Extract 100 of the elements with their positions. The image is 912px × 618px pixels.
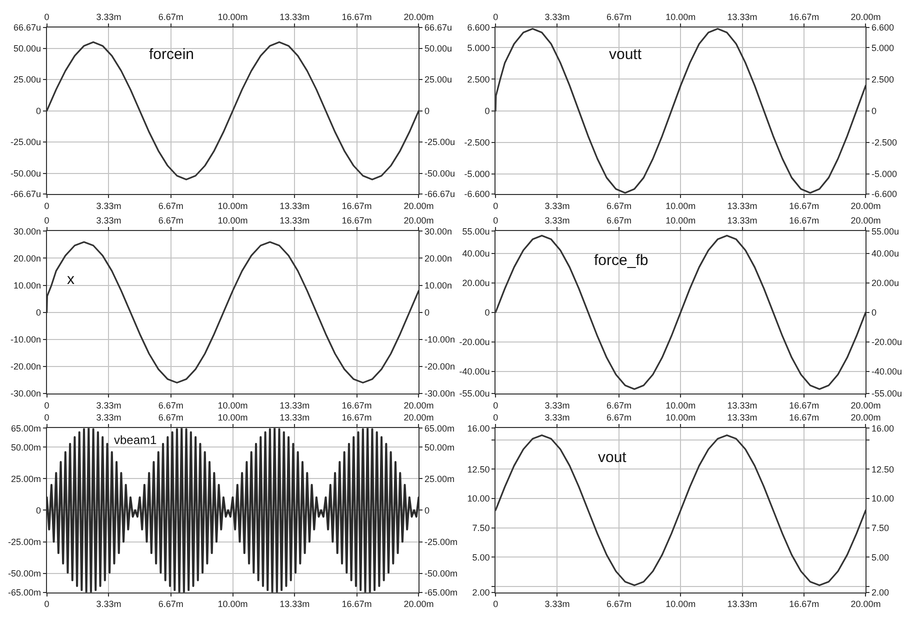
y2-tick-label: 6.600: [872, 22, 894, 33]
y2-tick-label: -6.600: [872, 189, 898, 200]
x2-tick-label: 6.67m: [606, 200, 632, 211]
x2-tick-label: 0: [493, 400, 498, 410]
x-tick-label: 10.00m: [666, 12, 696, 22]
x2-tick-label: 6.67m: [158, 599, 184, 610]
y2-tick-label: 10.00n: [424, 280, 452, 290]
x2-tick-label: 10.00m: [666, 400, 696, 410]
y-tick-label: -20.00n: [10, 362, 42, 372]
x-tick-label: 20.00m: [850, 216, 881, 226]
x2-tick-label: 20.00m: [404, 200, 434, 211]
x-tick-label: 3.33m: [96, 216, 122, 226]
x-tick-label: 6.67m: [606, 412, 632, 423]
y2-tick-label: -5.000: [872, 169, 898, 180]
y2-tick-label: 66.67u: [424, 22, 452, 33]
x2-tick-label: 6.67m: [158, 200, 184, 211]
x-tick-label: 0: [493, 12, 498, 22]
y2-tick-label: -55.00u: [872, 388, 902, 399]
y2-tick-label: -50.00m: [424, 568, 458, 579]
y-tick-label: 12.50: [467, 464, 490, 474]
y2-tick-label: 16.00: [872, 423, 894, 434]
x2-tick-label: 3.33m: [544, 400, 570, 410]
x-tick-label: 20.00m: [850, 12, 881, 22]
x2-tick-label: 6.67m: [606, 599, 632, 610]
x2-tick-label: 13.33m: [280, 400, 310, 410]
x2-tick-label: 3.33m: [544, 599, 570, 610]
x-tick-label: 3.33m: [96, 412, 122, 423]
y2-tick-label: 20.00n: [424, 253, 452, 264]
x2-tick-label: 16.67m: [342, 200, 372, 211]
x2-tick-label: 13.33m: [280, 200, 310, 211]
x-tick-label: 3.33m: [544, 216, 570, 226]
x-tick-label: 0: [493, 216, 498, 226]
y-tick-label: 16.00: [467, 423, 490, 434]
y-tick-label: 50.00m: [10, 442, 42, 452]
x2-tick-label: 6.67m: [158, 400, 184, 410]
y-tick-label: 65.00m: [10, 423, 42, 434]
x2-tick-label: 10.00m: [218, 400, 248, 410]
y2-tick-label: 50.00m: [424, 442, 455, 452]
y-tick-label: -30.00n: [10, 388, 42, 399]
y-tick-label: 50.00u: [13, 43, 42, 54]
y-tick-label: -65.00m: [8, 587, 42, 598]
y-tick-label: -55.00u: [459, 388, 490, 399]
x-tick-label: 0: [493, 412, 498, 423]
x-tick-label: 16.67m: [342, 216, 372, 226]
y-tick-label: -40.00u: [459, 366, 490, 377]
x2-tick-label: 16.67m: [789, 599, 820, 610]
x2-tick-label: 3.33m: [96, 400, 122, 410]
x2-tick-label: 20.00m: [404, 400, 434, 410]
series-label: forcein: [149, 46, 194, 63]
y-tick-label: 10.00: [467, 494, 490, 504]
x-tick-label: 16.67m: [342, 12, 372, 22]
y-tick-label: 0: [484, 307, 490, 318]
x-tick-label: 6.67m: [158, 412, 184, 423]
y-tick-label: 25.00u: [13, 74, 42, 85]
x2-tick-label: 0: [44, 599, 50, 610]
y2-tick-label: -2.500: [872, 137, 898, 148]
x-tick-label: 0: [44, 216, 50, 226]
x-tick-label: 0: [44, 412, 50, 423]
y-tick-label: -50.00u: [10, 168, 42, 178]
y-tick-label: -20.00u: [459, 337, 490, 348]
x-tick-label: 20.00m: [850, 412, 881, 423]
x2-tick-label: 20.00m: [850, 599, 881, 610]
x-tick-label: 13.33m: [280, 412, 310, 423]
x-tick-label: 10.00m: [218, 412, 248, 423]
x2-tick-label: 20.00m: [850, 200, 881, 211]
y-tick-label: -25.00u: [10, 137, 42, 148]
y-tick-label: 0: [36, 505, 42, 516]
x2-tick-label: 0: [44, 400, 50, 410]
y-tick-label: 2.500: [467, 74, 490, 84]
y-tick-label: -25.00m: [8, 536, 42, 547]
series-label: x: [67, 271, 75, 288]
y-tick-label: 0: [36, 106, 42, 116]
x2-tick-label: 20.00m: [404, 599, 434, 610]
y2-tick-label: -10.00n: [424, 334, 456, 345]
x-tick-label: 13.33m: [727, 412, 758, 423]
x-tick-label: 13.33m: [280, 216, 310, 226]
y2-tick-label: 2.500: [872, 74, 894, 84]
x2-tick-label: 16.67m: [342, 599, 372, 610]
y2-tick-label: 0: [424, 505, 430, 516]
y2-tick-label: 25.00m: [424, 474, 455, 484]
y2-tick-label: -20.00n: [424, 362, 456, 372]
x2-tick-label: 16.67m: [342, 400, 372, 410]
y-tick-label: 40.00u: [462, 248, 490, 258]
y-tick-label: 30.00n: [13, 226, 42, 236]
x2-tick-label: 16.67m: [789, 200, 820, 211]
x2-tick-label: 13.33m: [727, 599, 758, 610]
x-tick-label: 13.33m: [280, 12, 310, 22]
y-tick-label: 6.600: [467, 22, 490, 33]
x-tick-label: 16.67m: [789, 12, 820, 22]
y2-tick-label: 20.00u: [872, 278, 900, 288]
x2-tick-label: 16.67m: [789, 400, 820, 410]
y2-tick-label: -30.00n: [424, 388, 456, 399]
y2-tick-label: -50.00u: [424, 168, 456, 178]
x-tick-label: 20.00m: [404, 412, 434, 423]
y-tick-label: 0: [36, 307, 42, 318]
y-tick-label: -2.500: [464, 137, 490, 148]
x-tick-label: 16.67m: [342, 412, 372, 423]
x2-tick-label: 0: [493, 200, 498, 211]
y2-tick-label: 2.00: [872, 587, 890, 598]
x-tick-label: 6.67m: [606, 216, 632, 226]
